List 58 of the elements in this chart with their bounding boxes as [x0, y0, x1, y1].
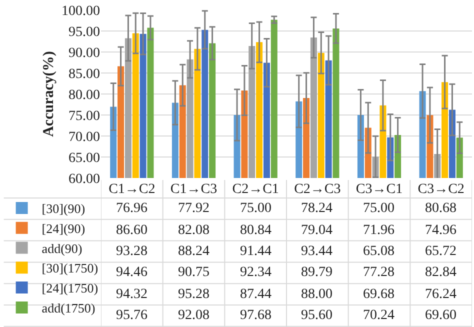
y-tick-label: 60.00 — [68, 172, 100, 187]
legend-label: [24](1750) — [42, 280, 98, 296]
data-label: 76.96 — [116, 201, 148, 216]
x-tick-label: C3→C2 — [418, 182, 464, 197]
data-label: 95.28 — [178, 287, 210, 302]
data-label: 80.84 — [240, 223, 272, 238]
data-label: 89.79 — [301, 265, 332, 280]
y-tick-label: 95.00 — [68, 24, 100, 40]
x-tick-label: C3→C1 — [356, 182, 403, 197]
data-label: 65.72 — [425, 244, 456, 259]
data-label: 82.84 — [425, 265, 456, 280]
data-label: 69.60 — [425, 308, 456, 323]
data-label: 82.08 — [178, 223, 210, 238]
legend-label: add(1750) — [42, 300, 96, 316]
legend-label: [24](90) — [42, 220, 86, 236]
y-tick-label: 90.00 — [68, 46, 100, 61]
data-label: 88.00 — [301, 287, 332, 302]
data-label: 94.32 — [116, 287, 148, 302]
data-label: 88.24 — [178, 244, 210, 259]
data-label: 74.96 — [425, 223, 456, 238]
x-tick-label: C1→C3 — [170, 182, 218, 197]
data-label: 71.96 — [363, 223, 394, 238]
y-tick-label: 80.00 — [68, 88, 100, 103]
y-tick-label: 70.00 — [68, 130, 100, 145]
data-label: 76.24 — [425, 287, 456, 302]
data-label: 77.28 — [363, 265, 394, 280]
x-tick-label: C2→C3 — [294, 182, 341, 197]
data-label: 95.76 — [116, 308, 148, 323]
data-label: 77.92 — [178, 201, 210, 216]
y-tick-label: 65.00 — [68, 150, 100, 166]
data-label: 65.08 — [363, 244, 394, 259]
y-axis-title: Accuracy(%) — [40, 51, 57, 137]
data-label: 93.44 — [301, 244, 332, 259]
data-label: 87.44 — [240, 287, 272, 302]
legend-label: [30](90) — [42, 201, 86, 216]
y-tick-label: 75.00 — [68, 108, 100, 124]
data-label: 93.28 — [116, 244, 148, 259]
data-label: 92.34 — [240, 265, 272, 280]
data-label: 97.68 — [240, 308, 272, 323]
data-label: 78.24 — [301, 201, 332, 216]
data-label: 69.68 — [363, 287, 394, 302]
y-tick-label: 100.00 — [62, 4, 100, 19]
data-label: 86.60 — [116, 223, 148, 238]
legend-label: [30](1750) — [42, 260, 98, 276]
x-tick-label: C1→C2 — [108, 182, 156, 197]
data-label: 92.08 — [178, 308, 210, 323]
data-label: 80.68 — [425, 201, 456, 216]
legend-label: add(90) — [42, 240, 82, 256]
data-label: 91.44 — [240, 244, 272, 259]
x-tick-label: C2→C1 — [232, 182, 279, 197]
y-tick-label: 85.00 — [68, 66, 100, 82]
data-label: 90.75 — [178, 265, 210, 280]
data-label: 79.04 — [301, 223, 332, 238]
data-label: 95.60 — [301, 308, 332, 323]
data-label: 75.00 — [363, 201, 394, 216]
data-label: 70.24 — [363, 308, 394, 323]
data-label: 94.46 — [116, 265, 148, 280]
data-label: 75.00 — [240, 201, 272, 216]
